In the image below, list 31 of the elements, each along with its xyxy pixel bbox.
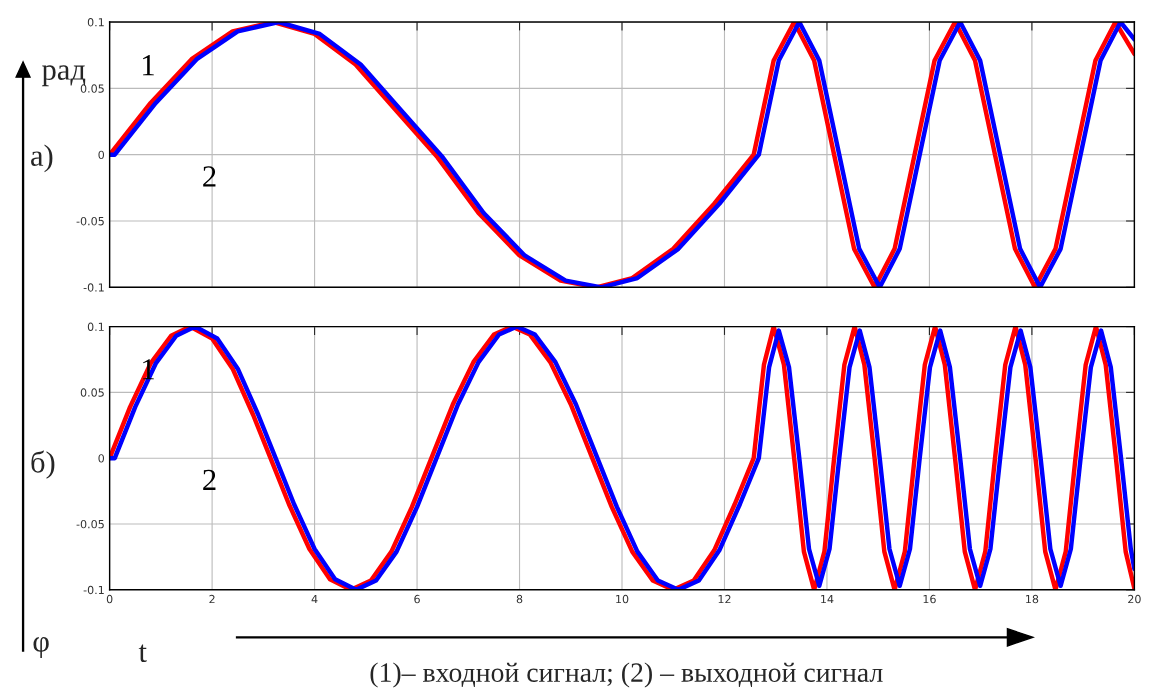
x-tick-label: 18 — [1026, 594, 1039, 604]
x-tick-label: 4 — [311, 594, 318, 604]
y-tick-label: -0.05 — [76, 216, 104, 226]
text: φ — [33, 637, 49, 658]
y-tick-label: 0 — [98, 150, 105, 160]
x-tick-label: 16 — [923, 594, 936, 604]
x-tick-label: 0 — [106, 594, 113, 604]
y-tick-label: 0.1 — [87, 18, 104, 27]
x-tick-label: 10 — [616, 594, 629, 604]
text: (1)– входной сигнал; (2) – выходной сигнал — [370, 662, 883, 688]
line-series — [109, 326, 1135, 590]
x-tick-label: 6 — [414, 594, 420, 604]
x-tick-label: 2 — [209, 594, 215, 604]
text: t — [138, 644, 147, 663]
x-tick-label: 8 — [516, 594, 523, 604]
series-label: 2 — [203, 469, 216, 490]
y-tick-label: 0 — [98, 454, 105, 463]
y-tick-label: -0.1 — [83, 585, 104, 595]
series-label: 1 — [143, 55, 154, 76]
series-label: 1 — [143, 359, 154, 380]
line-series — [109, 22, 1135, 288]
y-tick-label: -0.1 — [83, 283, 104, 292]
text: а) — [31, 144, 53, 173]
y-tick-label: -0.05 — [76, 519, 104, 529]
y-tick-label: 0.05 — [80, 388, 104, 397]
x-tick-label: 12 — [718, 594, 731, 604]
text: 2 — [203, 166, 216, 187]
x-tick-label: 14 — [821, 594, 834, 604]
text: б) — [31, 450, 55, 479]
y-tick-label: 0.1 — [87, 322, 104, 331]
x-tick-label: 20 — [1128, 594, 1141, 604]
